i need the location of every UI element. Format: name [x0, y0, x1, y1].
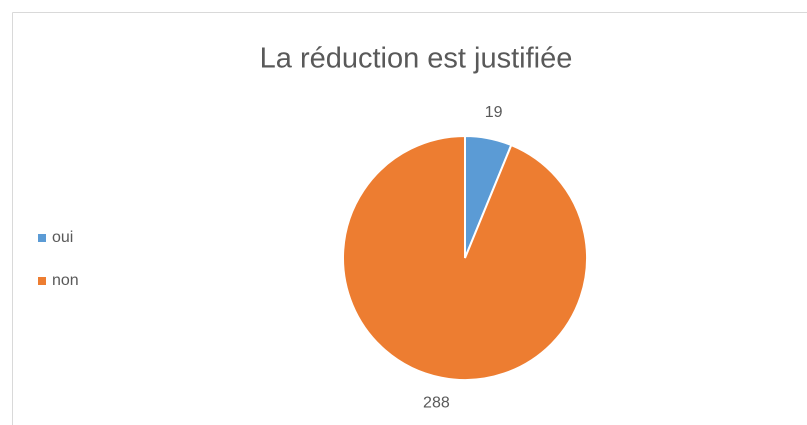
legend-label: non [52, 272, 79, 289]
legend-swatch [38, 277, 46, 285]
data-label: 288 [423, 394, 450, 411]
legend-label: oui [52, 229, 73, 246]
pie-slice [342, 134, 588, 381]
chart-title: La réduction est justifiée [260, 43, 573, 75]
data-label: 19 [485, 104, 503, 121]
legend-swatch [38, 234, 46, 242]
